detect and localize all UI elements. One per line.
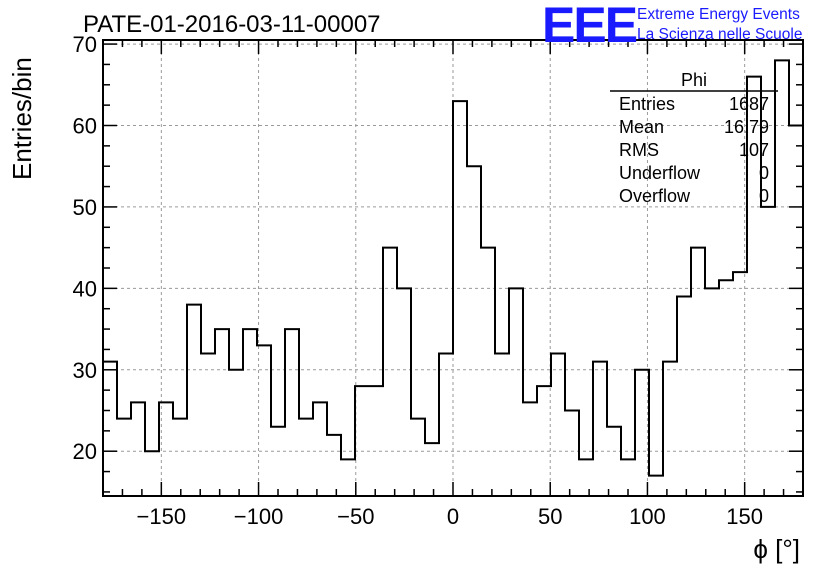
x-tick-label: 100: [629, 504, 666, 529]
stats-title: Phi: [681, 70, 707, 90]
stats-value: 0: [759, 186, 769, 206]
y-tick-label: 50: [73, 195, 97, 220]
stats-value: 107: [739, 140, 769, 160]
stats-label: Overflow: [619, 186, 691, 206]
histogram-line: [103, 59, 803, 477]
stats-rows: Entries 1687 Mean 16.79 RMS 107 Underflow 0 Over…: [619, 94, 769, 206]
x-tick-label: −150: [137, 504, 187, 529]
stats-value: 1687: [729, 94, 769, 114]
x-axis-title: ϕ [°]: [753, 534, 800, 564]
y-tick-label: 60: [73, 114, 97, 139]
logo-line-2: La Scienza nelle Scuole: [637, 26, 802, 43]
x-tick-label: −100: [234, 504, 284, 529]
logo-mark: EEE: [542, 0, 637, 53]
x-tick-label: 50: [538, 504, 562, 529]
stats-box: Phi Entries 1687 Mean 16.79 RMS 107 Underflow 0…: [610, 70, 778, 206]
stats-value: 16.79: [724, 117, 769, 137]
x-tick-label: −50: [337, 504, 374, 529]
stats-label: Mean: [619, 117, 664, 137]
stats-label: Entries: [619, 94, 675, 114]
y-axis-title: Entries/bin: [7, 57, 37, 180]
y-tick-label: 30: [73, 358, 97, 383]
stats-value: 0: [759, 163, 769, 183]
chart-title: PATE-01-2016-03-11-00007: [83, 11, 381, 38]
y-tick-label: 70: [73, 32, 97, 57]
x-tick-label: 0: [447, 504, 459, 529]
logo-line-1: Extreme Energy Events: [637, 6, 800, 23]
stats-label: Underflow: [619, 163, 701, 183]
y-tick-label: 20: [73, 439, 97, 464]
stats-label: RMS: [619, 140, 659, 160]
y-tick-label: 40: [73, 276, 97, 301]
x-tick-label: 150: [726, 504, 763, 529]
eee-logo: EEE Extreme Energy Events La Scienza nel…: [542, 0, 802, 53]
tick-labels: −150 −100 −50 0 50 100 150 20 30 40 50 60 70: [73, 32, 764, 529]
axis-ticks: [103, 40, 803, 496]
